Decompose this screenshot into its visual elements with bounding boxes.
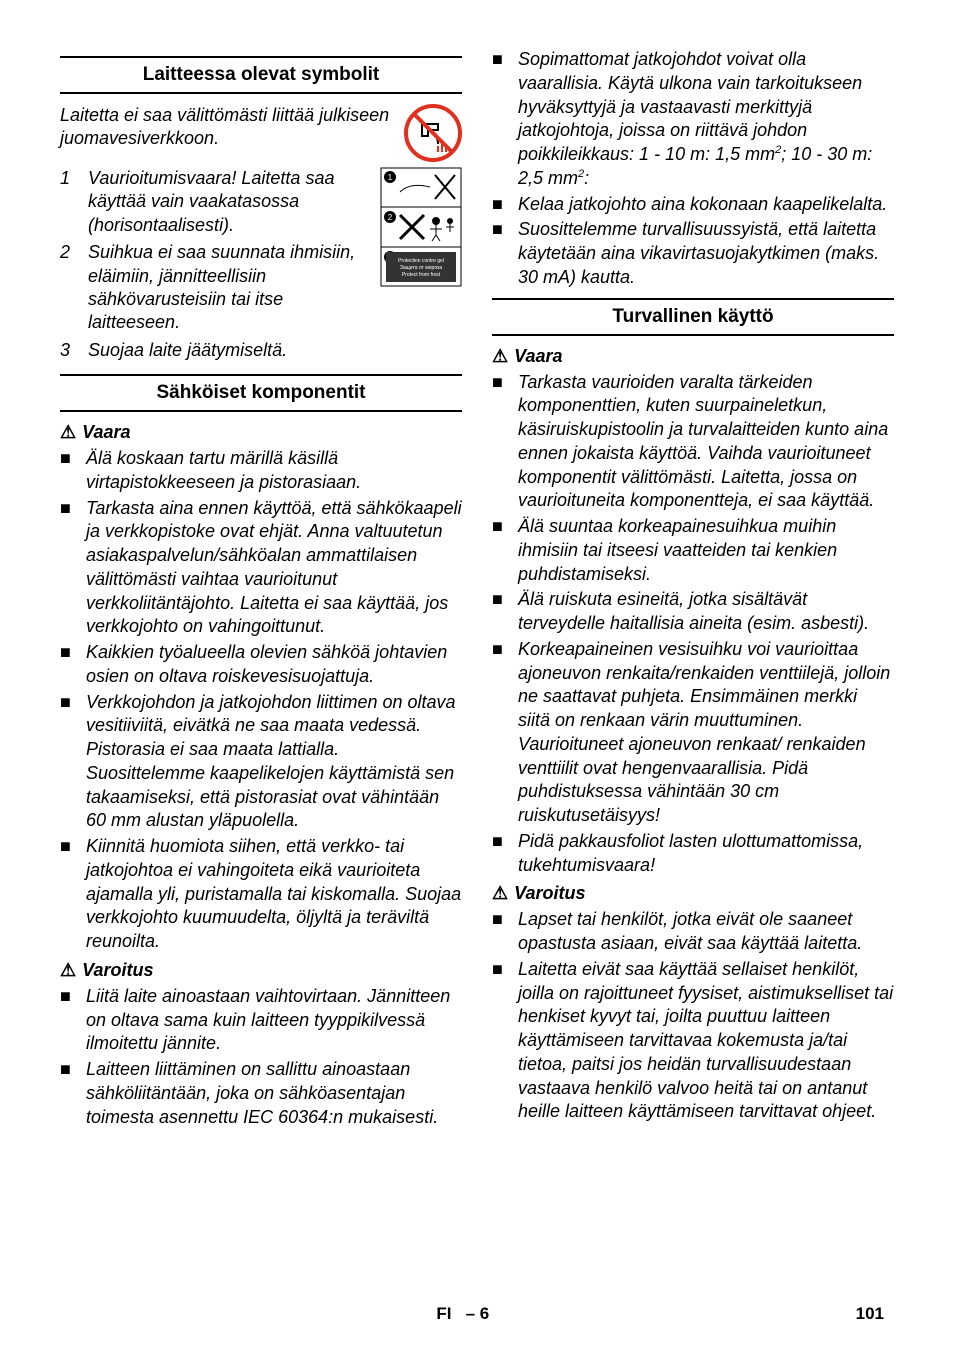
item-number: 2 — [60, 241, 88, 335]
no-tap-water-icon — [404, 104, 462, 167]
item-text: Suojaa laite jäätymiseltä. — [88, 339, 462, 362]
numbered-item-2: 2 Suihkua ei saa suunnata ihmisiin, eläi… — [60, 241, 372, 335]
list-item: ■Laitetta eivät saa käyttää sellaiset he… — [492, 958, 894, 1124]
bullet-icon: ■ — [60, 1058, 86, 1129]
bullet-icon: ■ — [492, 588, 518, 636]
bullet-icon: ■ — [60, 835, 86, 954]
warning-list: ■Lapset tai henkilöt, jotka eivät ole sa… — [492, 908, 894, 1124]
warning-heading: ⚠ Varoitus — [492, 883, 894, 904]
warning-triangle-icon: ⚠ — [492, 346, 508, 366]
usage-pictogram-icon: 1 2 3 Protection contre gel Защита от мо… — [380, 167, 462, 292]
list-item: ■Älä koskaan tartu märillä käsillä virta… — [60, 447, 462, 495]
list-item: ■Suosittelemme turvallisuussyistä, että … — [492, 218, 894, 289]
list-item: ■Kelaa jatkojohto aina kokonaan kaapelik… — [492, 193, 894, 217]
bullet-icon: ■ — [492, 48, 518, 191]
list-item: ■Tarkasta aina ennen käyttöä, että sähkö… — [60, 497, 462, 640]
warning-triangle-icon: ⚠ — [60, 960, 76, 980]
numbered-block: 1 2 3 Protection contre gel Защита от мо… — [60, 167, 462, 366]
list-item: ■Sopimattomat jatkojohdot voivat olla va… — [492, 48, 894, 191]
section-title-safe-use: Turvallinen käyttö — [492, 298, 894, 336]
list-item: ■Tarkasta vaurioiden varalta tärkeiden k… — [492, 371, 894, 514]
danger-heading: ⚠ Vaara — [492, 346, 894, 367]
section-title-electrical: Sähköiset komponentit — [60, 374, 462, 412]
bullet-icon: ■ — [492, 515, 518, 586]
list-item: ■Lapset tai henkilöt, jotka eivät ole sa… — [492, 908, 894, 956]
page-footer: FI – 6 101 — [0, 1304, 954, 1324]
svg-text:1: 1 — [388, 173, 393, 182]
list-item: ■Korkeapaineinen vesisuihku voi vaurioit… — [492, 638, 894, 828]
item-number: 1 — [60, 167, 88, 237]
bullet-icon: ■ — [60, 985, 86, 1056]
bullet-icon: ■ — [60, 447, 86, 495]
list-item: ■Laitteen liittäminen on sallittu ainoas… — [60, 1058, 462, 1129]
item-text: Vaurioitumisvaara! Laitetta saa käyttää … — [88, 167, 372, 237]
bullet-icon: ■ — [492, 218, 518, 289]
bullet-icon: ■ — [492, 371, 518, 514]
item-number: 3 — [60, 339, 88, 362]
bullet-icon: ■ — [60, 641, 86, 689]
bullet-icon: ■ — [60, 691, 86, 834]
list-item: ■Kiinnitä huomiota siihen, että verkko- … — [60, 835, 462, 954]
left-column: Laitteessa olevat symbolit Laitetta ei s… — [60, 48, 462, 1131]
danger-label: Vaara — [82, 422, 130, 442]
list-item: ■Kaikkien työalueella olevien sähköä joh… — [60, 641, 462, 689]
danger-list: ■Älä koskaan tartu märillä käsillä virta… — [60, 447, 462, 954]
bullet-icon: ■ — [492, 830, 518, 878]
numbered-item-1: 1 Vaurioitumisvaara! Laitetta saa käyttä… — [60, 167, 372, 237]
warning-label: Varoitus — [82, 960, 153, 980]
list-item: ■Älä ruiskuta esineitä, jotka sisältävät… — [492, 588, 894, 636]
danger-label: Vaara — [514, 346, 562, 366]
svg-text:Protection contre gel: Protection contre gel — [398, 258, 444, 264]
warning-triangle-icon: ⚠ — [60, 422, 76, 442]
svg-text:Защита от мороза: Защита от мороза — [400, 265, 442, 271]
bullet-icon: ■ — [492, 638, 518, 828]
numbered-item-3: 3 Suojaa laite jäätymiseltä. — [60, 339, 462, 362]
section-title-symbols: Laitteessa olevat symbolit — [60, 56, 462, 94]
footer-page-number: 101 — [856, 1304, 884, 1324]
intro-text: Laitetta ei saa välittömästi liittää jul… — [60, 104, 462, 151]
warning-list: ■Liitä laite ainoastaan vaihtovirtaan. J… — [60, 985, 462, 1130]
bullet-icon: ■ — [492, 193, 518, 217]
list-item: ■Verkkojohdon ja jatkojohdon liittimen o… — [60, 691, 462, 834]
warning-triangle-icon: ⚠ — [492, 883, 508, 903]
item-text: Sopimattomat jatkojohdot voivat olla vaa… — [518, 48, 894, 191]
bullet-icon: ■ — [60, 497, 86, 640]
item-text: Suihkua ei saa suunnata ihmisiin, eläimi… — [88, 241, 372, 335]
bullet-icon: ■ — [492, 908, 518, 956]
list-item: ■Liitä laite ainoastaan vaihtovirtaan. J… — [60, 985, 462, 1056]
warning-label: Varoitus — [514, 883, 585, 903]
list-item: ■Pidä pakkausfoliot lasten ulottumattomi… — [492, 830, 894, 878]
footer-center: FI – 6 — [436, 1304, 489, 1324]
svg-text:2: 2 — [388, 213, 393, 222]
continuation-list: ■Sopimattomat jatkojohdot voivat olla va… — [492, 48, 894, 290]
list-item: ■Älä suuntaa korkeapainesuihkua muihin i… — [492, 515, 894, 586]
right-column: ■Sopimattomat jatkojohdot voivat olla va… — [492, 48, 894, 1131]
two-column-layout: Laitteessa olevat symbolit Laitetta ei s… — [60, 48, 894, 1131]
danger-heading: ⚠ Vaara — [60, 422, 462, 443]
warning-heading: ⚠ Varoitus — [60, 960, 462, 981]
bullet-icon: ■ — [492, 958, 518, 1124]
danger-list: ■Tarkasta vaurioiden varalta tärkeiden k… — [492, 371, 894, 878]
intro-block: Laitetta ei saa välittömästi liittää jul… — [60, 104, 462, 167]
svg-text:Protect from frost: Protect from frost — [402, 272, 441, 278]
